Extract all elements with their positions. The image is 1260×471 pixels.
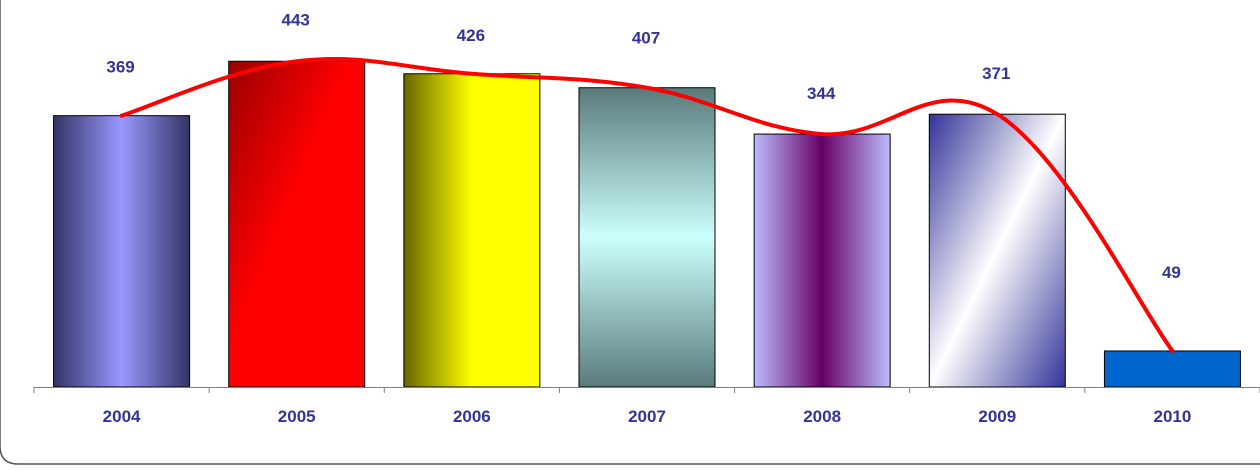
x-tick-label-2008: 2008 bbox=[803, 407, 841, 426]
data-label-2009: 371 bbox=[982, 64, 1010, 83]
x-tick-label-2004: 2004 bbox=[103, 407, 141, 426]
x-tick-label-2010: 2010 bbox=[1154, 407, 1192, 426]
bar-2010 bbox=[1103, 350, 1241, 388]
x-tick-label-2005: 2005 bbox=[278, 407, 316, 426]
data-label-2008: 344 bbox=[807, 84, 836, 103]
x-tick-label-2006: 2006 bbox=[453, 407, 491, 426]
data-label-2006: 426 bbox=[457, 26, 485, 45]
bars-layer bbox=[53, 60, 1241, 388]
data-label-2004: 369 bbox=[106, 58, 134, 77]
x-tick-label-2009: 2009 bbox=[978, 407, 1016, 426]
data-label-2005: 443 bbox=[282, 10, 310, 29]
trend-line-layer bbox=[119, 57, 1175, 353]
bar-2007 bbox=[578, 87, 716, 388]
bar-2009 bbox=[928, 113, 1066, 388]
bar-2008 bbox=[753, 133, 891, 388]
data-label-2010: 49 bbox=[1162, 263, 1181, 282]
trend-line bbox=[119, 57, 1175, 353]
data-labels-layer: 369 443 426 407 344 371 49 bbox=[106, 10, 1181, 282]
bar-2004 bbox=[53, 115, 191, 388]
bar-2005 bbox=[228, 60, 366, 388]
x-tick-label-2007: 2007 bbox=[628, 407, 666, 426]
data-label-2007: 407 bbox=[632, 29, 660, 48]
bar-2006 bbox=[403, 73, 541, 388]
x-axis: 2004 2005 2006 2007 2008 2009 2010 bbox=[33, 387, 1260, 426]
